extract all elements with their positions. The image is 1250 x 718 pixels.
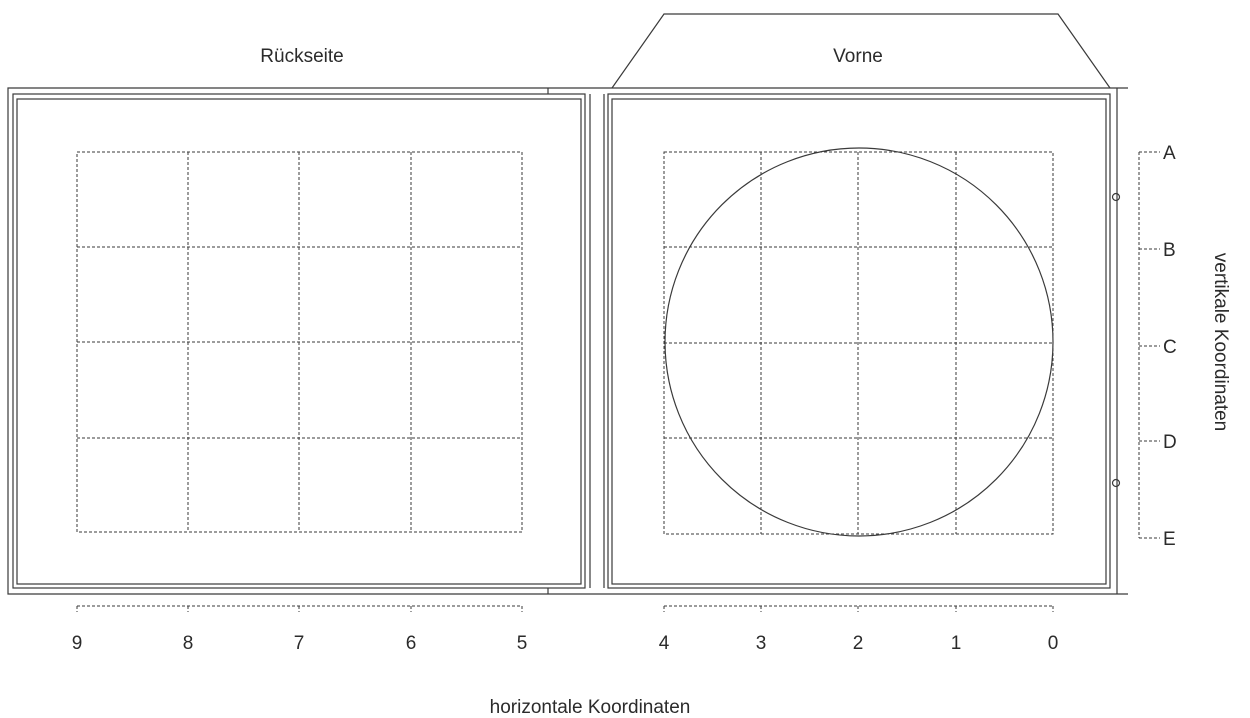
back-panel-inner bbox=[16, 98, 582, 585]
h-tick-6: 6 bbox=[406, 633, 417, 654]
v-tick-d: D bbox=[1163, 432, 1177, 453]
v-tick-b: B bbox=[1163, 240, 1176, 261]
h-tick-7: 7 bbox=[294, 633, 305, 654]
h-tick-9: 9 bbox=[72, 633, 83, 654]
front-grid bbox=[663, 151, 1054, 535]
h-tick-2: 2 bbox=[853, 633, 864, 654]
h-tick-8: 8 bbox=[183, 633, 194, 654]
horizontal-ruler-back bbox=[76, 605, 523, 612]
vertical-axis-label: vertikale Koordinaten bbox=[1210, 253, 1231, 432]
front-panel-outer bbox=[607, 93, 1111, 589]
back-panel-outer bbox=[12, 93, 586, 589]
horizontal-ruler-front bbox=[663, 605, 1054, 612]
back-label: Rückseite bbox=[260, 46, 343, 67]
vertical-ruler bbox=[1138, 151, 1160, 539]
front-tab bbox=[611, 13, 1111, 89]
h-tick-3: 3 bbox=[756, 633, 767, 654]
v-tick-c: C bbox=[1163, 337, 1177, 358]
back-grid bbox=[76, 151, 523, 533]
front-label: Vorne bbox=[833, 46, 883, 67]
h-tick-1: 1 bbox=[951, 633, 962, 654]
hole-top bbox=[1111, 192, 1121, 202]
h-tick-0: 0 bbox=[1048, 633, 1059, 654]
v-tick-e: E bbox=[1163, 529, 1176, 550]
v-tick-a: A bbox=[1163, 143, 1176, 164]
h-tick-5: 5 bbox=[517, 633, 528, 654]
hole-bottom bbox=[1111, 478, 1121, 488]
outer-frame bbox=[7, 87, 1128, 595]
horizontal-axis-label: horizontale Koordinaten bbox=[490, 697, 691, 718]
front-circle bbox=[664, 147, 1054, 537]
h-tick-4: 4 bbox=[659, 633, 670, 654]
front-panel-inner bbox=[611, 98, 1107, 585]
